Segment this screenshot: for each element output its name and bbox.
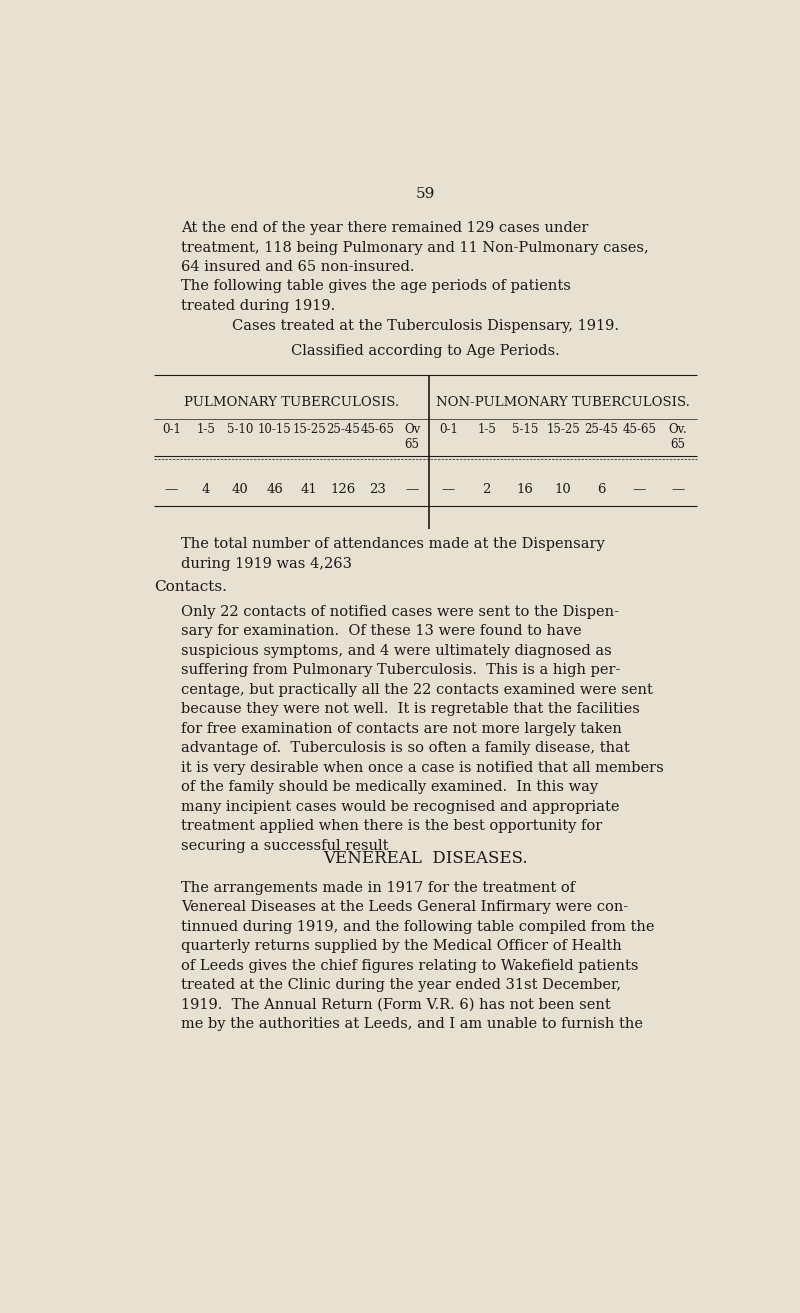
Text: The following table gives the age periods of patients
treated during 1919.: The following table gives the age period… xyxy=(182,280,571,312)
Text: —: — xyxy=(442,483,455,496)
Text: —: — xyxy=(406,483,419,496)
Text: 126: 126 xyxy=(330,483,356,496)
Text: 40: 40 xyxy=(232,483,249,496)
Text: PULMONARY TUBERCULOSIS.: PULMONARY TUBERCULOSIS. xyxy=(184,397,399,410)
Text: 15-25: 15-25 xyxy=(292,423,326,436)
Text: 46: 46 xyxy=(266,483,283,496)
Text: —: — xyxy=(671,483,684,496)
Text: 25-45: 25-45 xyxy=(584,423,618,436)
Text: 4: 4 xyxy=(202,483,210,496)
Text: 10: 10 xyxy=(554,483,571,496)
Text: 6: 6 xyxy=(597,483,606,496)
Text: 5-15: 5-15 xyxy=(512,423,538,436)
Text: VENEREAL  DISEASES.: VENEREAL DISEASES. xyxy=(323,850,528,867)
Text: Ov
65: Ov 65 xyxy=(404,423,420,452)
Text: 25-45: 25-45 xyxy=(326,423,360,436)
Text: Only 22 contacts of notified cases were sent to the Dispen-
sary for examination: Only 22 contacts of notified cases were … xyxy=(182,605,664,853)
Text: 45-65: 45-65 xyxy=(361,423,394,436)
Text: Cases treated at the Tuberculosis Dispensary, 1919.: Cases treated at the Tuberculosis Dispen… xyxy=(232,319,619,334)
Text: —: — xyxy=(633,483,646,496)
Text: 59: 59 xyxy=(416,186,435,201)
Text: Classified according to Age Periods.: Classified according to Age Periods. xyxy=(291,344,560,358)
Text: 5-10: 5-10 xyxy=(227,423,254,436)
Text: 45-65: 45-65 xyxy=(622,423,657,436)
Text: Contacts.: Contacts. xyxy=(154,579,227,593)
Text: 1-5: 1-5 xyxy=(196,423,215,436)
Text: 1-5: 1-5 xyxy=(478,423,496,436)
Text: Ov.
65: Ov. 65 xyxy=(668,423,687,452)
Text: The arrangements made in 1917 for the treatment of
Venereal Diseases at the Leed: The arrangements made in 1917 for the tr… xyxy=(182,881,655,1031)
Text: NON-PULMONARY TUBERCULOSIS.: NON-PULMONARY TUBERCULOSIS. xyxy=(436,397,690,410)
Text: 16: 16 xyxy=(517,483,534,496)
Text: 2: 2 xyxy=(482,483,491,496)
Text: —: — xyxy=(165,483,178,496)
Text: 15-25: 15-25 xyxy=(546,423,580,436)
Text: 0-1: 0-1 xyxy=(162,423,181,436)
Text: 23: 23 xyxy=(370,483,386,496)
Text: At the end of the year there remained 129 cases under
treatment, 118 being Pulmo: At the end of the year there remained 12… xyxy=(182,222,649,274)
Text: 41: 41 xyxy=(301,483,318,496)
Text: 10-15: 10-15 xyxy=(258,423,291,436)
Text: The total number of attendances made at the Dispensary
during 1919 was 4,263: The total number of attendances made at … xyxy=(182,537,605,571)
Text: 0-1: 0-1 xyxy=(439,423,458,436)
